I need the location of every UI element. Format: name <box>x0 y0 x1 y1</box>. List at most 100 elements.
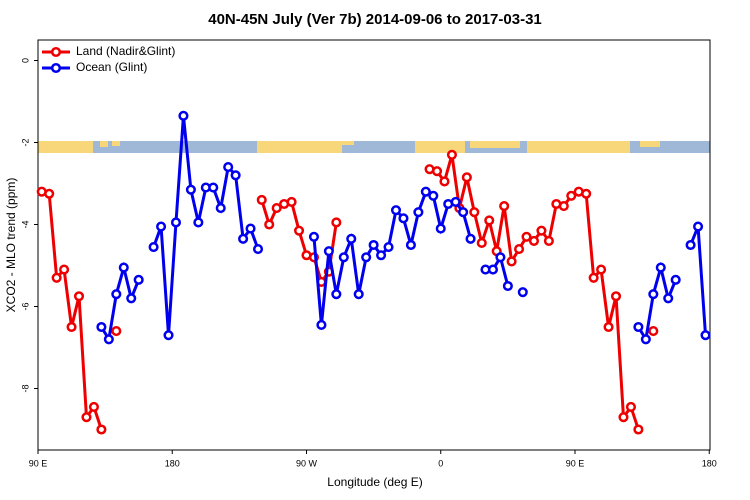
data-point <box>469 207 480 218</box>
legend-label: Land (Nadir&Glint) <box>76 44 175 58</box>
data-point <box>346 233 357 244</box>
data-point <box>618 412 629 423</box>
data-point <box>178 110 189 121</box>
x-tick-label: 90 E <box>29 458 48 468</box>
y-tick-label: -8 <box>20 384 30 392</box>
data-point <box>264 219 275 230</box>
data-point <box>450 196 461 207</box>
data-point <box>506 256 517 267</box>
data-point <box>96 424 107 435</box>
data-point <box>111 289 122 300</box>
data-point <box>603 321 614 333</box>
data-point <box>96 321 107 333</box>
data-point <box>596 264 607 275</box>
data-point <box>428 190 439 201</box>
data-point <box>193 217 204 228</box>
x-tick-label: 90 W <box>296 458 318 468</box>
data-point <box>331 217 342 228</box>
data-point <box>293 225 305 236</box>
data-point <box>528 235 540 246</box>
data-point <box>693 221 704 232</box>
data-point <box>648 326 659 337</box>
data-point <box>633 424 644 435</box>
data-point <box>484 215 495 226</box>
legend-marker <box>50 62 62 74</box>
data-point <box>458 207 469 218</box>
data-point <box>44 188 55 199</box>
data-point <box>148 242 159 253</box>
data-point <box>420 186 431 197</box>
data-point <box>648 289 659 300</box>
data-point <box>156 221 167 232</box>
data-point <box>215 203 226 214</box>
data-point <box>252 244 264 255</box>
data-point <box>435 223 446 234</box>
data-point <box>446 149 457 160</box>
data-point <box>588 272 599 283</box>
data-point <box>223 162 234 173</box>
y-tick-label: 0 <box>20 58 30 63</box>
data-point <box>465 233 476 244</box>
data-point <box>368 239 379 251</box>
data-point <box>640 334 651 345</box>
data-point <box>230 170 241 181</box>
data-point <box>536 225 547 236</box>
data-point <box>170 217 182 228</box>
data-point <box>517 287 528 298</box>
data-point <box>558 201 569 212</box>
data-point <box>383 242 394 253</box>
chart-title: 40N-45N July (Ver 7b) 2014-09-06 to 2017… <box>208 11 542 28</box>
y-tick-label: -6 <box>20 302 30 310</box>
data-point <box>390 205 402 216</box>
x-tick-label: 180 <box>165 458 180 468</box>
data-point <box>111 326 122 337</box>
data-point <box>163 330 174 341</box>
plot-frame <box>37 39 711 451</box>
data-point <box>208 182 219 193</box>
x-axis-label: Longitude (deg E) <box>327 475 422 489</box>
data-point <box>405 239 416 251</box>
data-point <box>376 250 387 261</box>
data-point <box>81 412 92 423</box>
data-point <box>308 231 320 242</box>
x-tick-label: 0 <box>438 458 443 468</box>
data-point <box>118 262 129 273</box>
land-ocean-band <box>38 141 710 153</box>
data-point <box>499 201 510 212</box>
data-point <box>271 203 282 214</box>
data-point <box>700 330 711 341</box>
legend-label: Ocean (Glint) <box>76 60 147 74</box>
data-point <box>625 401 636 413</box>
x-tick-label: 180 <box>702 458 717 468</box>
data-point <box>73 291 85 302</box>
y-axis-label: XCO2 - MLO trend (ppm) <box>4 178 18 313</box>
y-tick-label: -2 <box>20 138 30 146</box>
x-tick-label: 90 E <box>566 458 585 468</box>
data-point <box>487 264 499 275</box>
data-point <box>66 321 77 333</box>
data-point <box>610 291 622 302</box>
data-point <box>103 334 114 345</box>
data-point <box>316 319 327 331</box>
data-point <box>502 280 513 292</box>
data-point <box>514 244 525 255</box>
data-point <box>51 272 62 283</box>
data-point <box>185 184 196 195</box>
data-point <box>353 289 364 300</box>
data-point <box>59 264 70 275</box>
data-point <box>331 289 342 300</box>
data-point <box>126 293 137 304</box>
data-point <box>361 252 372 263</box>
data-point <box>495 252 506 263</box>
data-point <box>655 262 666 273</box>
legend-marker <box>50 46 62 58</box>
y-tick-label: -4 <box>20 220 30 228</box>
data-point <box>439 176 450 187</box>
data-point <box>685 239 696 251</box>
data-point <box>256 194 267 205</box>
data-point <box>323 246 334 257</box>
data-point <box>413 207 424 218</box>
data-point <box>133 274 144 285</box>
data-point <box>245 223 256 234</box>
